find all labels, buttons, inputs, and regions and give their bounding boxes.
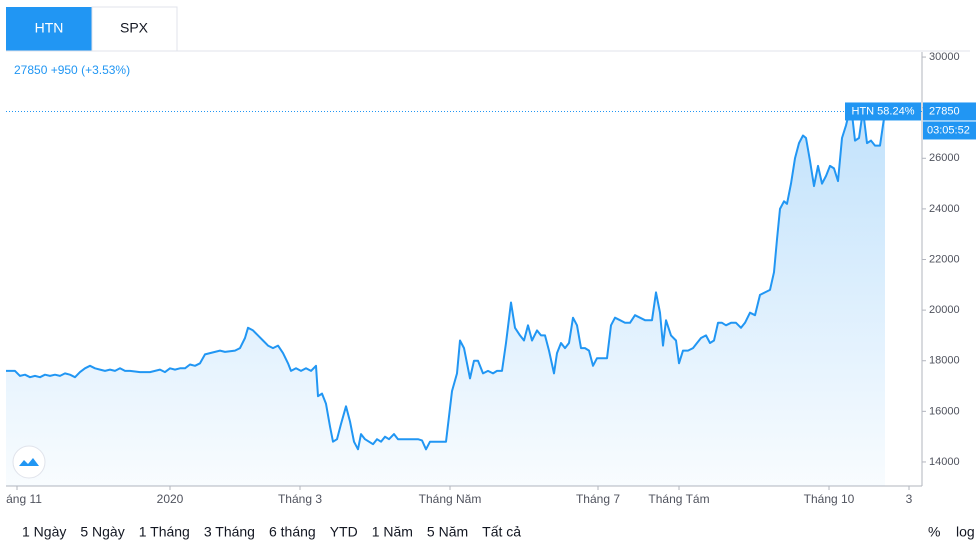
y-tick-label: 22000: [929, 253, 960, 265]
logo-icon: [19, 458, 39, 466]
range-button[interactable]: 5 Ngày: [80, 524, 124, 540]
tab[interactable]: [91, 6, 178, 52]
scale-button[interactable]: log: [956, 524, 975, 540]
y-tick-label: 18000: [929, 355, 960, 367]
range-button[interactable]: 6 tháng: [269, 524, 316, 540]
x-tick-label: 3: [906, 492, 913, 506]
y-tick-label: 30000: [929, 51, 960, 63]
x-tick-label: Tháng 10: [804, 492, 855, 506]
x-tick-label: Tháng Tám: [648, 492, 709, 506]
range-button[interactable]: 1 Tháng: [139, 524, 190, 540]
tab[interactable]: [6, 7, 92, 51]
price-label: 27850: [929, 105, 960, 117]
x-tick-label: Tháng Năm: [419, 492, 482, 506]
y-tick-label: 16000: [929, 405, 960, 417]
x-tick-label: Tháng 11: [0, 492, 42, 506]
x-tick-label: Tháng 3: [278, 492, 322, 506]
series-label-box: [845, 102, 921, 121]
y-tick-label: 20000: [929, 304, 960, 316]
line: [6, 104, 886, 451]
range-button[interactable]: 3 Tháng: [204, 524, 255, 540]
range-button[interactable]: YTD: [330, 524, 358, 540]
y-tick-label: 14000: [929, 456, 960, 468]
x-tick-label: 2020: [157, 492, 184, 506]
range-button[interactable]: 1 Năm: [372, 524, 413, 540]
price-label-box: [923, 102, 976, 121]
series-label: HTN 58.24%: [852, 105, 915, 117]
scale-button[interactable]: %: [928, 524, 940, 540]
y-tick-label: 24000: [929, 203, 960, 215]
time-label: 03:05:52: [927, 124, 970, 136]
range-button[interactable]: 1 Ngày: [22, 524, 66, 540]
quote: 27850 +950 (+3.53%): [14, 63, 130, 77]
area: [6, 105, 885, 486]
y-tick-label: 26000: [929, 152, 960, 164]
range-button[interactable]: 5 Năm: [427, 524, 468, 540]
logo[interactable]: [12, 445, 46, 479]
tab-label[interactable]: HTN: [35, 20, 64, 36]
tab-label[interactable]: SPX: [120, 20, 149, 36]
time-label-box: [923, 121, 976, 140]
range-button[interactable]: Tất cả: [482, 524, 521, 540]
x-tick-label: Tháng 7: [576, 492, 620, 506]
